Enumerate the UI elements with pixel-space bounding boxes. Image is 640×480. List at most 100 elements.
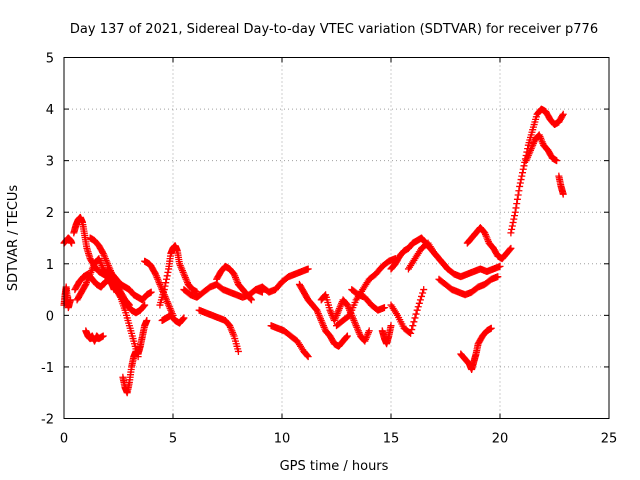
data-point-marker	[512, 204, 520, 212]
data-point-marker	[516, 182, 524, 190]
data-point-marker	[558, 112, 566, 120]
series-group	[195, 306, 242, 355]
data-point-marker	[247, 296, 255, 304]
data-point-marker	[508, 225, 516, 233]
y-tick-label: 1	[46, 258, 54, 273]
series-group	[555, 172, 567, 198]
data-point-marker	[506, 245, 514, 253]
series-group	[333, 255, 399, 330]
series-group	[522, 131, 561, 165]
x-tick-label: 20	[492, 432, 509, 447]
y-tick-label: 3	[46, 155, 54, 170]
data-point-marker	[511, 212, 519, 220]
y-tick-label: 4	[46, 103, 54, 118]
series-group	[295, 280, 351, 350]
data-point-marker	[411, 314, 419, 322]
data-point-marker	[343, 333, 351, 341]
data-point-marker	[414, 303, 422, 311]
data-point-marker	[494, 273, 502, 281]
data-point-marker	[420, 286, 428, 294]
data-point-marker	[412, 310, 420, 318]
series-group	[348, 286, 388, 314]
data-point-marker	[416, 296, 424, 304]
x-tick-label: 5	[169, 432, 177, 447]
data-point-marker	[509, 219, 517, 227]
data-point-marker	[507, 229, 515, 237]
data-point-marker	[408, 326, 416, 334]
y-tick-label: -1	[41, 361, 54, 376]
data-point-marker	[515, 187, 523, 195]
plot-frame	[63, 57, 610, 419]
data-point-marker	[125, 300, 133, 308]
data-point-marker	[519, 165, 527, 173]
data-point-marker	[151, 269, 159, 277]
data-point-marker	[164, 268, 172, 276]
series-group	[378, 322, 395, 348]
data-point-marker	[496, 262, 504, 270]
data-point-marker	[508, 222, 516, 230]
series-group	[60, 283, 75, 312]
series-group	[463, 224, 515, 263]
series-group	[267, 322, 312, 361]
data-point-marker	[81, 282, 89, 290]
y-tick-label: -2	[41, 413, 54, 428]
data-point-marker	[407, 329, 415, 337]
y-tick-label: 5	[46, 52, 54, 67]
data-point-marker	[409, 322, 417, 330]
data-point-marker	[415, 299, 423, 307]
x-axis-label: GPS time / hours	[280, 459, 389, 474]
data-point-marker	[418, 292, 426, 300]
data-point-marker	[304, 265, 312, 273]
x-tick-label: 0	[60, 432, 68, 447]
series-group	[156, 242, 201, 309]
data-point-marker	[234, 347, 242, 355]
data-point-marker	[161, 282, 169, 290]
data-point-marker	[559, 110, 567, 118]
data-point-marker	[304, 353, 312, 361]
series-group	[104, 265, 155, 304]
data-point-marker	[162, 279, 170, 287]
data-point-marker	[141, 301, 149, 309]
series-group	[507, 105, 567, 237]
data-point-marker	[387, 322, 395, 330]
data-point-marker	[511, 208, 519, 216]
data-point-marker	[247, 295, 255, 303]
data-point-marker	[99, 332, 107, 340]
data-point-marker	[520, 162, 528, 170]
series-group	[141, 257, 177, 319]
series-group	[213, 262, 255, 304]
y-tick-label: 2	[46, 206, 54, 221]
data-point-marker	[553, 157, 561, 165]
x-tick-label: 10	[274, 432, 291, 447]
series-group	[158, 311, 188, 327]
data-point-marker	[162, 275, 170, 283]
y-tick-label: 0	[46, 309, 54, 324]
data-point-marker	[140, 302, 148, 310]
x-tick-label: 25	[601, 432, 618, 447]
data-point-marker	[180, 314, 188, 322]
data-point-marker	[163, 272, 171, 280]
data-point-marker	[380, 304, 388, 312]
data-point-marker	[68, 239, 76, 247]
axis-layer: 0 5 10 15 20 25 -2 -1 0 1 2 3 4 5	[41, 52, 617, 447]
data-point-marker	[419, 289, 427, 297]
data-point-marker	[179, 315, 187, 323]
data-point-marker	[147, 288, 155, 296]
data-point-marker	[513, 200, 521, 208]
data-point-marker	[519, 169, 527, 177]
data-point-marker	[513, 195, 521, 203]
series-group	[180, 280, 266, 301]
data-point-marker	[510, 215, 518, 223]
series-group	[82, 327, 107, 345]
series-group	[387, 286, 428, 337]
data-point-marker	[99, 248, 107, 256]
data-point-marker	[410, 318, 418, 326]
data-point-marker	[160, 286, 168, 294]
data-point-marker	[365, 327, 373, 335]
data-point-marker	[125, 301, 133, 309]
series-group	[119, 317, 151, 397]
data-point-marker	[413, 306, 421, 314]
data-point-marker	[518, 172, 526, 180]
data-point-marker	[343, 332, 351, 340]
